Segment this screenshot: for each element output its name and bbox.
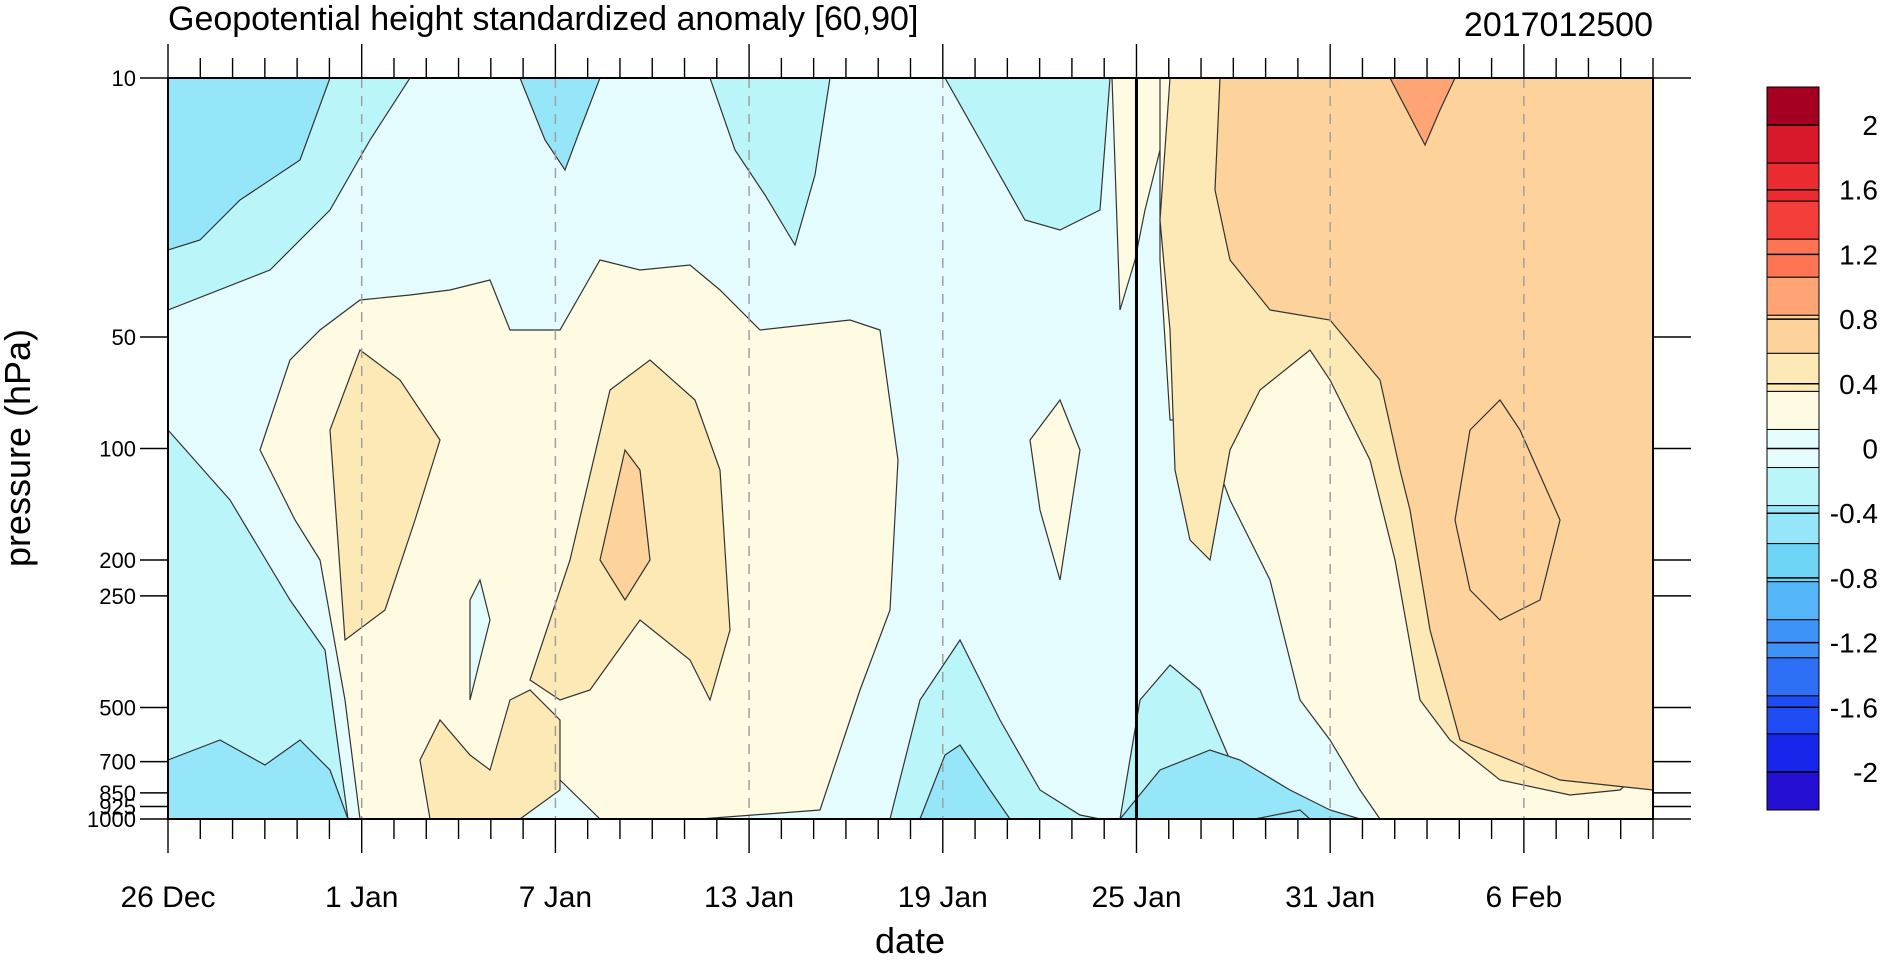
colorbar-label: 0.8	[1839, 304, 1878, 335]
colorbar-swatch	[1766, 619, 1820, 659]
anomaly-band	[599, 448, 651, 602]
anomaly-band	[1254, 809, 1311, 819]
colorbar-swatch	[1766, 657, 1820, 697]
anomaly-band	[168, 739, 349, 819]
x-tick-label: 6 Feb	[1486, 881, 1563, 914]
anomaly-band	[1389, 78, 1456, 147]
anomaly-band	[1214, 78, 1653, 791]
y-axis-label: pressure (hPa)	[0, 329, 38, 567]
anomaly-band	[168, 78, 331, 251]
anomaly-band	[469, 578, 491, 701]
x-tick-label: 13 Jan	[704, 881, 794, 914]
anomaly-band	[709, 78, 831, 247]
anomaly-band	[1454, 399, 1561, 621]
colorbar: 2 1.6 1.2 0.8 0.4 0 -0.4 -0.8 -1.2 -1.6 -2	[1766, 86, 1878, 811]
anomaly-band	[944, 78, 1111, 231]
colorbar-swatch	[1766, 162, 1820, 202]
colorbar-label: 1.2	[1839, 239, 1878, 270]
colorbar-swatch	[1766, 733, 1820, 773]
x-axis-label: date	[875, 920, 945, 961]
x-tick-label: 26 Dec	[120, 881, 215, 914]
colorbar-swatch	[1766, 695, 1820, 735]
anomaly-band	[519, 78, 601, 172]
colorbar-label: 0.4	[1839, 369, 1878, 400]
colorbar-swatch	[1766, 200, 1820, 240]
colorbar-swatch	[1766, 543, 1820, 583]
x-tick-label: 19 Jan	[898, 881, 988, 914]
chart-title: Geopotential height standardized anomaly…	[168, 0, 918, 38]
y-tick-label: 850	[99, 781, 136, 806]
anomaly-band	[1119, 749, 1361, 819]
colorbar-label: 1.6	[1839, 175, 1878, 206]
x-tick-label: 31 Jan	[1285, 881, 1375, 914]
y-tick-label: 500	[99, 695, 136, 720]
colorbar-swatch	[1766, 238, 1820, 278]
y-tick-label: 925	[99, 794, 136, 819]
colorbar-label: -2	[1853, 757, 1878, 788]
plot-area	[168, 78, 1653, 819]
anomaly-band	[168, 429, 349, 819]
y-tick-label: 100	[99, 437, 136, 462]
chart-subtitle: 2017012500	[1464, 6, 1653, 44]
x-tick-label: 7 Jan	[519, 881, 592, 914]
y-tick-label: 200	[99, 548, 136, 573]
y-tick-label: 250	[99, 584, 136, 609]
colorbar-swatch	[1766, 467, 1820, 507]
colorbar-label: -0.8	[1830, 563, 1878, 594]
colorbar-label: -1.6	[1830, 692, 1878, 723]
colorbar-label: -1.2	[1830, 628, 1878, 659]
colorbar-swatch	[1766, 771, 1820, 811]
y-tick-label: 700	[99, 750, 136, 775]
x-tick-label: 1 Jan	[325, 881, 398, 914]
colorbar-swatch	[1766, 276, 1820, 316]
y-tick-label: 50	[112, 325, 136, 350]
colorbar-swatch	[1766, 314, 1820, 354]
colorbar-swatch	[1766, 581, 1820, 621]
anomaly-band	[329, 349, 441, 642]
y-tick-label: 1000	[87, 807, 136, 832]
x-tick-label: 25 Jan	[1091, 881, 1181, 914]
colorbar-label: 2	[1862, 110, 1878, 141]
anomaly-band	[419, 689, 561, 819]
colorbar-label: -0.4	[1830, 498, 1878, 529]
y-tick-label: 10	[112, 66, 136, 91]
colorbar-label: 0	[1862, 434, 1878, 465]
anomaly-band	[1029, 398, 1081, 581]
colorbar-swatch	[1766, 352, 1820, 392]
colorbar-swatch	[1766, 505, 1820, 545]
colorbar-swatch	[1766, 124, 1820, 164]
colorbar-swatch	[1766, 390, 1820, 430]
colorbar-swatch	[1766, 86, 1820, 126]
